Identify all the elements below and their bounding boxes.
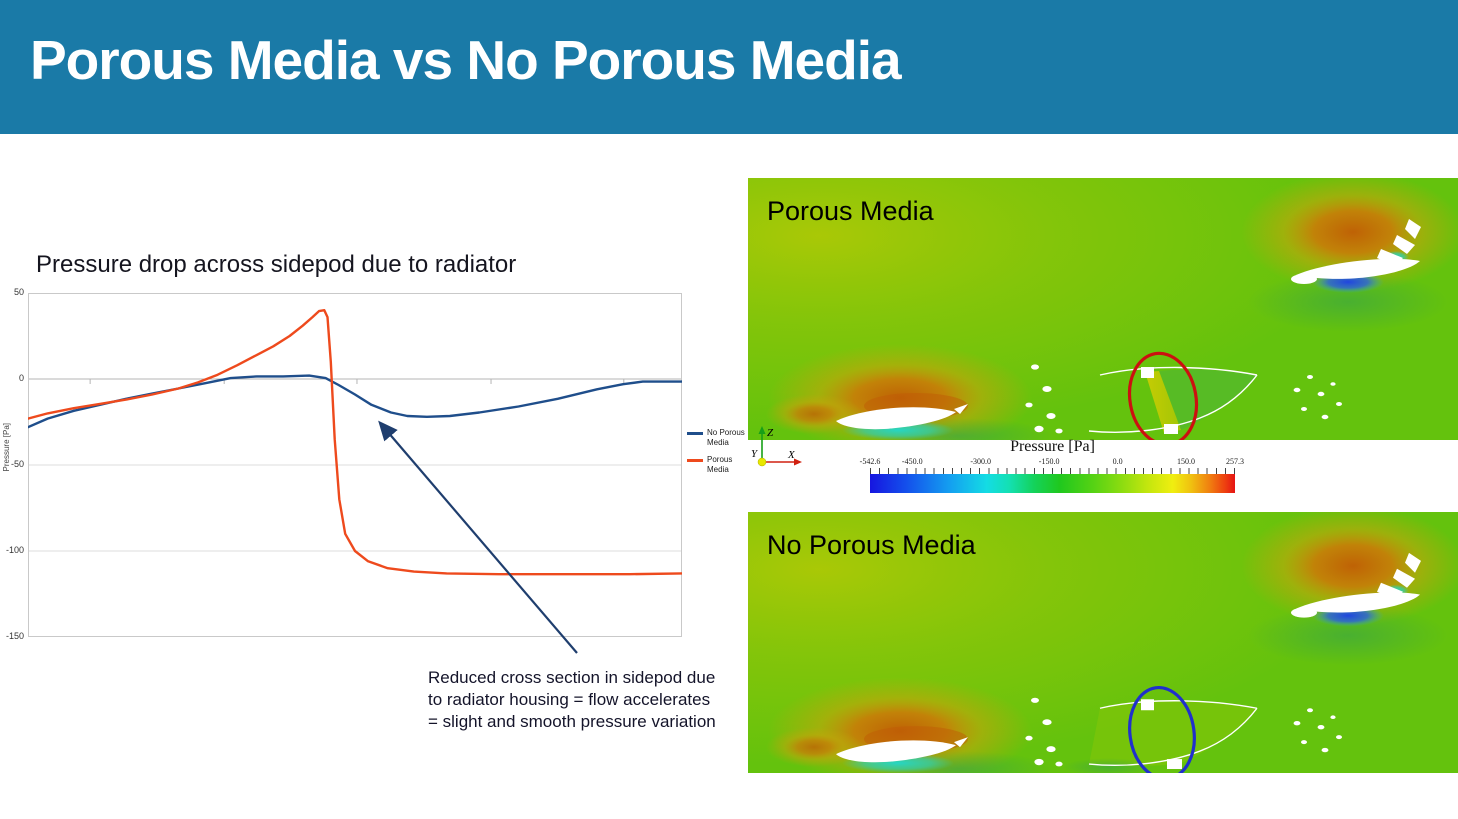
z-axis-label: Z xyxy=(767,427,774,439)
cfd-image-porous-media: Porous Media xyxy=(748,178,1458,440)
legend-swatch-no-porous-media xyxy=(687,432,703,435)
chart-legend: No Porous Media Porous Media xyxy=(687,428,749,482)
legend-label: No Porous Media xyxy=(707,428,745,447)
y-tick-label: -100 xyxy=(5,545,24,555)
suspension-sections xyxy=(1025,364,1063,434)
cfd-image-no-porous-media: No Porous Media xyxy=(748,512,1458,773)
chart-title: Pressure drop across sidepod due to radi… xyxy=(36,251,517,278)
orientation-axes-triad: Z X Y xyxy=(751,426,802,467)
colorbar-gradient xyxy=(870,474,1235,493)
slide-header: Porous Media vs No Porous Media xyxy=(0,0,1458,134)
colorbar-tick-label: 0.0 xyxy=(1112,457,1123,466)
slide-title: Porous Media vs No Porous Media xyxy=(30,29,902,91)
colorbar-tick-labels: -542.6 -450.0 -300.0 -150.0 0.0 150.0 257.3 xyxy=(860,457,1244,467)
colorbar-tick-label: -150.0 xyxy=(1038,457,1060,466)
colorbar-tick-label: -300.0 xyxy=(970,457,992,466)
annotation-overlay xyxy=(1128,685,1196,773)
radiator-annotation-ellipse xyxy=(1127,351,1199,440)
annotation-overlay xyxy=(1127,351,1199,440)
colorbar-tick-label: -450.0 xyxy=(901,457,923,466)
y-tick-label: -150 xyxy=(5,631,24,641)
cfd-pressure-contour xyxy=(748,178,1458,440)
colorbar-tick-label: 257.3 xyxy=(1226,457,1244,466)
annotation-arrow-line xyxy=(378,420,578,654)
z-axis-arrow xyxy=(758,426,766,434)
cfd-pressure-contour xyxy=(748,512,1458,773)
legend-item-porous-media: Porous Media xyxy=(687,455,749,475)
legend-item-no-porous-media: No Porous Media xyxy=(687,428,749,448)
radiator-annotation-ellipse xyxy=(1128,685,1196,773)
colorbar-tick-label: -542.6 xyxy=(859,457,881,466)
y-tick-label: -50 xyxy=(10,459,24,469)
cfd-label-porous-media: Porous Media xyxy=(767,196,934,226)
suspension-sections xyxy=(1025,697,1063,767)
x-axis-arrow xyxy=(794,458,802,466)
annotation-arrow xyxy=(378,420,578,654)
pressure-line-chart xyxy=(28,293,682,637)
cfd-label-no-porous-media: No Porous Media xyxy=(767,530,976,560)
annotation-text: Reduced cross section in sidepod due to … xyxy=(428,668,716,731)
y-axis-dot xyxy=(757,457,767,467)
y-axis-label: Y xyxy=(751,448,759,460)
radiator-pressure-band xyxy=(1145,371,1181,433)
colorbar-tick-marks xyxy=(870,468,1235,474)
colorbar-title: Pressure [Pa] xyxy=(1010,438,1095,455)
legend-swatch-porous-media xyxy=(687,459,703,462)
y-tick-label: 0 xyxy=(18,373,24,383)
legend-label: Porous Media xyxy=(707,455,733,474)
y-tick-label: 50 xyxy=(13,287,24,297)
x-axis-label: X xyxy=(787,449,796,461)
colorbar-tick-label: 150.0 xyxy=(1177,457,1196,466)
